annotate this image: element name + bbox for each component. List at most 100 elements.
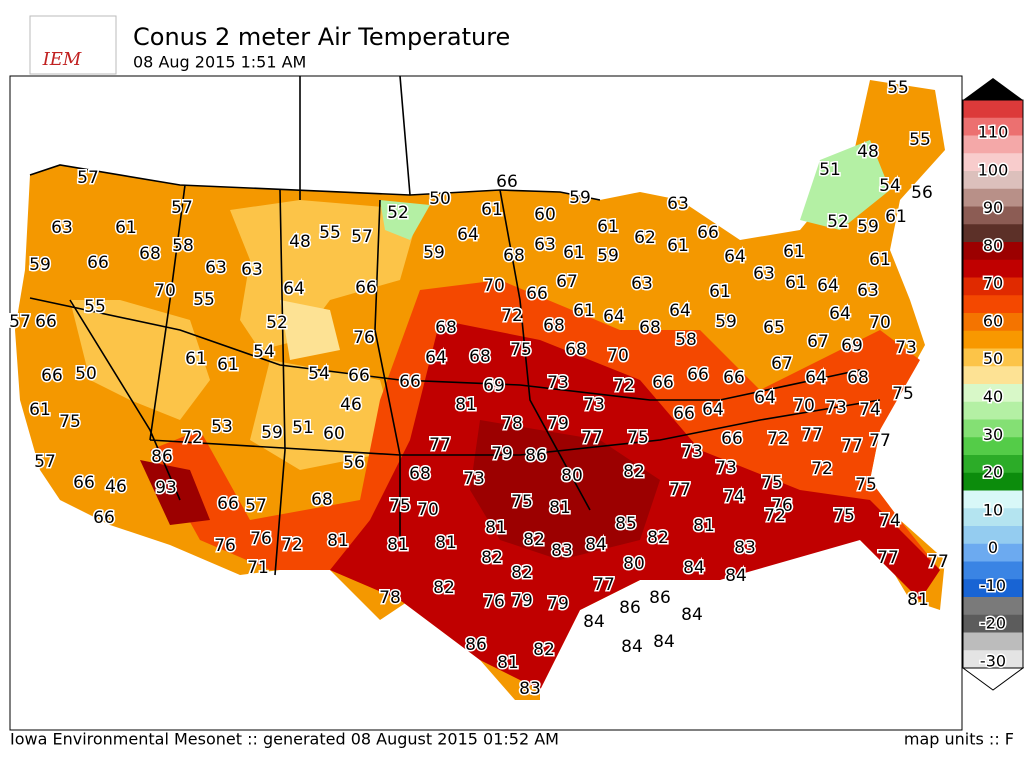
station-value: 82	[523, 530, 545, 550]
station-value: 61	[785, 273, 807, 293]
station-value: 61	[597, 217, 619, 237]
station-value: 70	[869, 313, 891, 333]
colorbar-tick-label: 40	[983, 387, 1003, 406]
station-value: 82	[511, 563, 533, 583]
colorbar-tick-label: 0	[988, 538, 998, 557]
station-value: 56	[911, 183, 933, 203]
station-value: 55	[84, 297, 106, 317]
station-value: 66	[723, 368, 745, 388]
station-value: 61	[573, 301, 595, 321]
station-value: 72	[613, 376, 635, 396]
colorbar-tick-label: 100	[978, 160, 1009, 179]
station-value: 64	[829, 304, 851, 324]
station-value: 81	[455, 395, 477, 415]
station-value: 63	[667, 194, 689, 214]
colorbar-band	[963, 455, 1023, 474]
station-value: 67	[807, 332, 829, 352]
station-value: 58	[675, 330, 697, 350]
colorbar-band	[963, 543, 1023, 562]
station-value: 63	[753, 264, 775, 284]
station-value: 86	[649, 588, 671, 608]
station-value: 55	[193, 290, 215, 310]
station-value: 86	[465, 635, 487, 655]
station-value: 48	[289, 232, 311, 252]
borders	[29, 75, 881, 576]
station-value: 52	[827, 212, 849, 232]
station-value: 66	[87, 253, 109, 273]
station-value: 59	[423, 243, 445, 263]
station-value: 86	[525, 446, 547, 466]
station-value: 46	[340, 395, 362, 415]
station-value: 73	[825, 398, 847, 418]
station-value: 83	[519, 679, 541, 699]
station-value: 64	[754, 388, 776, 408]
station-value: 66	[41, 366, 63, 386]
station-value: 77	[669, 480, 691, 500]
station-value: 55	[319, 223, 341, 243]
station-value: 73	[681, 442, 703, 462]
station-value: 54	[308, 364, 330, 384]
station-value: 57	[9, 312, 31, 332]
station-value: 79	[547, 594, 569, 614]
station-value: 82	[623, 462, 645, 482]
station-value: 66	[348, 366, 370, 386]
colorbar-tick-label: 90	[983, 198, 1003, 217]
station-value: 82	[533, 640, 555, 660]
station-value: 67	[556, 272, 578, 292]
station-value: 74	[859, 400, 881, 420]
station-value: 50	[429, 189, 451, 209]
station-value: 61	[185, 349, 207, 369]
station-value: 74	[723, 487, 745, 507]
station-value: 82	[481, 548, 503, 568]
station-value: 63	[51, 218, 73, 238]
station-value: 61	[885, 207, 907, 227]
station-value: 73	[547, 373, 569, 393]
station-value: 77	[877, 548, 899, 568]
colorbar-band	[963, 650, 1023, 669]
station-value: 82	[647, 528, 669, 548]
station-value: 84	[681, 605, 703, 625]
station-value: 75	[855, 475, 877, 495]
colorbar-band	[963, 188, 1023, 207]
station-value: 75	[761, 473, 783, 493]
station-value: 77	[869, 431, 891, 451]
station-value: 65	[763, 318, 785, 338]
station-value: 59	[261, 423, 283, 443]
station-value: 68	[503, 246, 525, 266]
colorbar-tick-label: -30	[980, 652, 1006, 671]
colorbar-band	[963, 117, 1023, 136]
station-value: 84	[653, 632, 675, 652]
station-value: 75	[627, 428, 649, 448]
colorbar-band	[963, 561, 1023, 580]
station-value: 68	[435, 318, 457, 338]
station-value: 66	[721, 429, 743, 449]
station-value: 85	[615, 514, 637, 534]
station-value: 81	[497, 653, 519, 673]
station-value: 64	[817, 276, 839, 296]
station-value: 70	[607, 346, 629, 366]
station-value: 79	[547, 414, 569, 434]
station-value: 55	[909, 130, 931, 150]
station-value: 81	[907, 590, 929, 610]
station-value: 68	[639, 318, 661, 338]
station-value: 73	[895, 338, 917, 358]
station-value: 61	[481, 200, 503, 220]
station-value: 68	[543, 316, 565, 336]
station-value: 76	[250, 529, 272, 549]
station-value: 78	[379, 588, 401, 608]
station-value: 52	[387, 203, 409, 223]
station-value: 63	[631, 274, 653, 294]
station-value: 68	[311, 490, 333, 510]
station-value: 63	[534, 235, 556, 255]
footer-right: map units :: F	[904, 730, 1014, 749]
station-value: 70	[483, 276, 505, 296]
station-value: 84	[683, 558, 705, 578]
colorbar-tick-label: 60	[983, 311, 1003, 330]
station-value: 77	[429, 435, 451, 455]
colorbar-tick-label: 80	[983, 236, 1003, 255]
colorbar-band	[963, 614, 1023, 633]
colorbar-band	[963, 348, 1023, 367]
colorbar-band	[963, 330, 1023, 349]
station-value: 62	[634, 228, 656, 248]
